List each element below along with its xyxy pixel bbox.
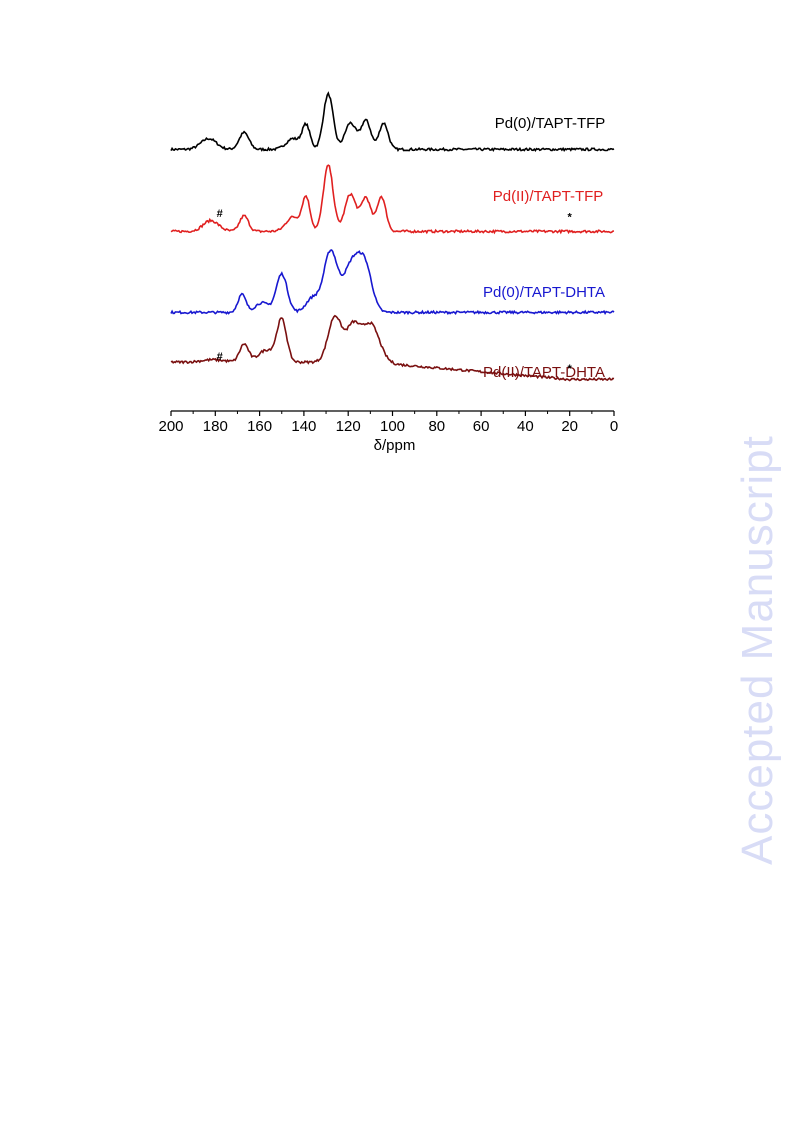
x-axis-title: δ/ppm xyxy=(374,437,416,454)
annotation-4-2: * xyxy=(568,363,573,375)
x-tick-label-0: 200 xyxy=(158,418,183,435)
series-label-2: Pd(II)/TAPT-TFP xyxy=(493,188,604,205)
series-line-4 xyxy=(170,314,615,382)
x-tick-label-1: 180 xyxy=(203,418,228,435)
x-tick-label-9: 20 xyxy=(561,418,578,435)
series-line-2 xyxy=(170,164,615,235)
series-label-3: Pd(0)/TAPT-DHTA xyxy=(483,284,605,301)
x-tick-label-7: 60 xyxy=(473,418,490,435)
annotation-2-2: * xyxy=(568,212,573,224)
annotation-2-1: # xyxy=(217,208,223,220)
watermark-text: Accepted Manuscript xyxy=(733,435,782,865)
x-tick-label-6: 80 xyxy=(428,418,445,435)
annotation-4-1: # xyxy=(217,351,223,363)
x-tick-label-8: 40 xyxy=(517,418,534,435)
series-label-1: Pd(0)/TAPT-TFP xyxy=(495,115,606,132)
x-tick-label-3: 140 xyxy=(291,418,316,435)
x-tick-label-4: 120 xyxy=(336,418,361,435)
series-line-3 xyxy=(170,249,615,316)
series-label-4: Pd(II)/TAPT-DHTA xyxy=(483,364,605,381)
plot-area: Pd(0)/TAPT-TFP Pd(II)/TAPT-TFP # * Pd(0)/TAP… xyxy=(158,91,618,454)
x-tick-label-2: 160 xyxy=(247,418,272,435)
series-line-1 xyxy=(170,91,615,153)
x-tick-label-5: 100 xyxy=(380,418,405,435)
x-tick-label-10: 0 xyxy=(610,418,618,435)
